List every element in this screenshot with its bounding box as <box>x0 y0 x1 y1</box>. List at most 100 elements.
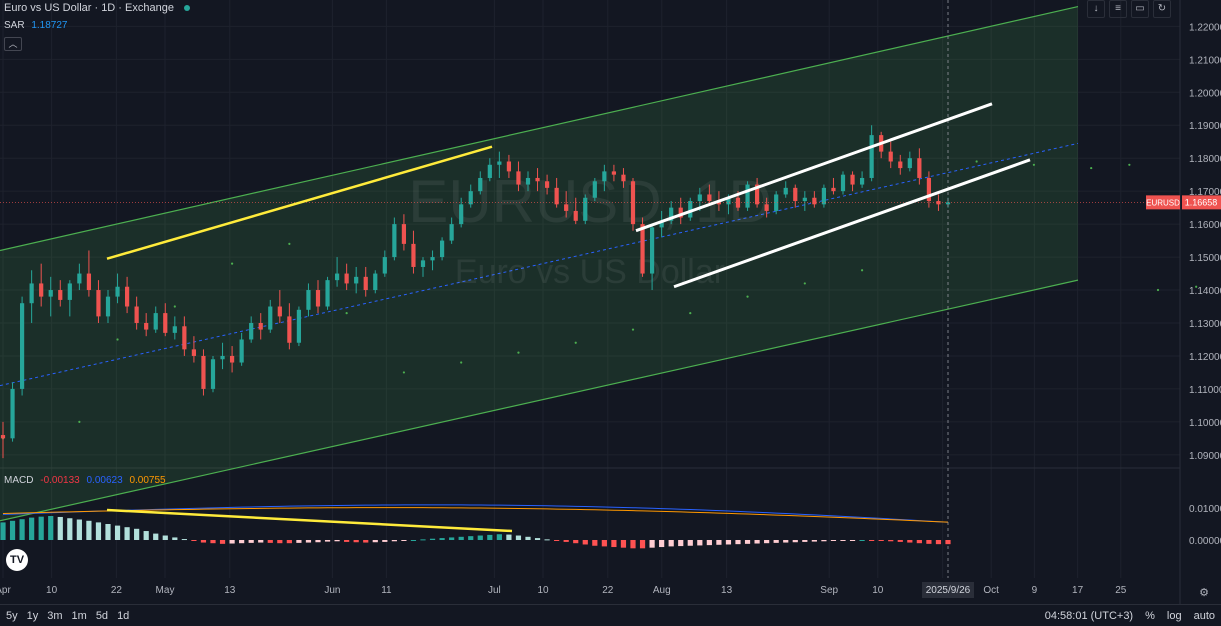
candle-body <box>220 355 225 360</box>
macd-histogram-bar <box>840 540 846 541</box>
candle-body <box>859 177 865 185</box>
candle-body <box>430 257 435 261</box>
time-tick-label: 11 <box>381 585 392 596</box>
sar-dot <box>288 242 291 245</box>
refresh-icon[interactable]: ↻ <box>1153 0 1171 18</box>
scroll-down-icon[interactable]: ↓ <box>1087 0 1105 18</box>
macd-histogram-bar <box>525 536 531 540</box>
candle-body <box>163 313 168 333</box>
macd-histogram-bar <box>305 540 312 543</box>
macd-histogram-bar <box>468 536 474 540</box>
price-tick-label: 1.21000 <box>1189 55 1221 66</box>
sar-dot <box>803 282 806 285</box>
collapse-legend-icon[interactable]: ︿ <box>4 37 22 51</box>
candle-body <box>115 286 120 297</box>
time-tick-label: 13 <box>224 585 236 596</box>
grid <box>0 0 1181 604</box>
percent-toggle[interactable]: % <box>1145 610 1155 622</box>
candle-body <box>67 283 72 300</box>
macd-histogram-bar <box>267 540 273 543</box>
candle-body <box>573 210 578 221</box>
range-5y-button[interactable]: 5y <box>6 610 18 622</box>
macd-histogram-bar <box>869 540 875 541</box>
macd-histogram-bar <box>277 540 283 544</box>
macd-histogram-bar <box>353 540 359 543</box>
macd-histogram-bar <box>754 540 760 544</box>
candle-body <box>764 204 769 211</box>
current-date-label: 2025/9/26 <box>926 585 971 596</box>
time-tick-label: Jun <box>324 585 340 596</box>
candle-body <box>669 207 674 221</box>
macd-histogram-bar <box>248 540 254 543</box>
time-tick-label: 9 <box>1032 585 1038 596</box>
candle-body <box>401 224 407 244</box>
sar-dot <box>173 305 176 308</box>
macd-histogram-bar <box>410 540 417 541</box>
macd-histogram-bar <box>449 537 455 540</box>
time-tick-label: 22 <box>111 585 123 596</box>
macd-histogram-bar <box>506 534 512 540</box>
price-tick-label: 1.14000 <box>1189 286 1221 297</box>
time-tick-label: Aug <box>653 585 671 596</box>
candle-body <box>249 322 254 340</box>
candle-body <box>898 161 903 169</box>
macd-histogram-bar <box>945 540 951 545</box>
macd-histogram-bar <box>687 540 693 546</box>
price-label-box <box>1182 195 1221 210</box>
time-tick-label: 10 <box>872 585 884 596</box>
macd-histogram-bar <box>458 536 464 540</box>
macd-histogram-bar <box>0 522 6 540</box>
candle-body <box>831 187 836 192</box>
time-tick-label: Oct <box>983 585 999 596</box>
sar-label: SAR <box>4 20 25 31</box>
macd-histogram-bar <box>172 537 178 540</box>
range-1d-button[interactable]: 1d <box>117 610 130 622</box>
macd-histogram-bar <box>105 524 111 540</box>
range-1y-button[interactable]: 1y <box>26 610 39 622</box>
candle-body <box>258 322 263 330</box>
auto-toggle[interactable]: auto <box>1193 610 1215 622</box>
macd-histogram-bar <box>888 540 894 542</box>
range-5d-button[interactable]: 5d <box>95 610 109 622</box>
candle-body <box>77 273 82 284</box>
log-toggle[interactable]: log <box>1166 610 1182 622</box>
sar-dot <box>1032 163 1036 166</box>
candle-body <box>478 177 483 192</box>
macd-histogram-bar <box>639 540 646 549</box>
macd-histogram-bar <box>792 540 798 543</box>
candle-body <box>182 326 187 350</box>
menu-icon[interactable]: ≡ <box>1109 0 1127 18</box>
macd-histogram-bar <box>897 540 903 542</box>
price-tick-label: 1.11000 <box>1189 385 1221 396</box>
candle-body <box>239 339 244 363</box>
range-1m-button[interactable]: 1m <box>71 610 87 622</box>
yellow-trendline-price <box>106 145 493 260</box>
macd-histogram-bar <box>878 540 884 541</box>
candle-body <box>134 306 139 323</box>
macd-histogram-bar <box>668 540 674 547</box>
candle-body <box>191 349 197 356</box>
macd-label: MACD <box>4 475 34 486</box>
sar-dot <box>230 262 234 265</box>
candle-body <box>754 184 760 205</box>
candle-body <box>354 276 359 284</box>
sar-dot <box>345 311 348 315</box>
candle-body <box>497 161 502 165</box>
macd-histogram-bar <box>630 540 636 549</box>
maximize-icon[interactable]: ▭ <box>1131 0 1149 18</box>
macd-histogram-bar <box>716 540 722 545</box>
macd-histogram-bar <box>573 540 579 544</box>
range-3m-button[interactable]: 3m <box>47 610 63 622</box>
candle-body <box>554 187 559 205</box>
time-tick-label: Apr <box>0 585 11 596</box>
candle-body <box>583 197 588 221</box>
settings-gear-icon[interactable]: ⚙ <box>1199 587 1209 599</box>
candle-body <box>172 326 177 333</box>
candle-body <box>812 197 817 205</box>
macd-histogram-bar <box>802 540 808 542</box>
time-tick-label: 13 <box>721 585 733 596</box>
candle-body <box>936 201 941 205</box>
